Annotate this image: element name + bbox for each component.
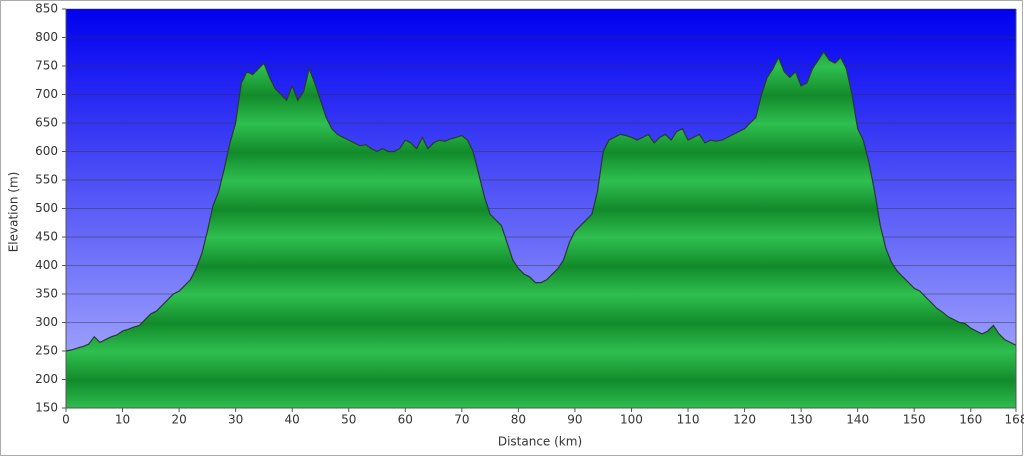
x-tick-label: 80 <box>511 413 526 427</box>
elevation-area <box>66 51 1016 409</box>
x-tick-label: 168 <box>1005 413 1024 427</box>
x-tick-label: 20 <box>171 413 186 427</box>
y-tick-label: 650 <box>35 116 58 130</box>
x-tick-label: 70 <box>454 413 469 427</box>
x-tick-label: 0 <box>62 413 70 427</box>
x-tick-label: 100 <box>620 413 643 427</box>
y-tick-label: 200 <box>35 372 58 386</box>
y-tick-label: 850 <box>35 2 58 16</box>
y-tick-label: 400 <box>35 258 58 272</box>
elevation-line <box>65 50 1017 352</box>
y-axis-label: Elevation (m) <box>7 172 21 253</box>
x-tick-label: 60 <box>398 413 413 427</box>
y-tick-label: 500 <box>35 201 58 215</box>
x-tick-label: 130 <box>790 413 813 427</box>
x-tick-label: 140 <box>846 413 869 427</box>
x-tick-label: 30 <box>228 413 243 427</box>
y-tick-label: 300 <box>35 315 58 329</box>
x-tick-label: 90 <box>567 413 582 427</box>
y-tick-label: 700 <box>35 87 58 101</box>
y-tick-label: 250 <box>35 344 58 358</box>
x-tick-label: 10 <box>115 413 130 427</box>
y-tick-label: 800 <box>35 30 58 44</box>
y-tick-label: 600 <box>35 144 58 158</box>
y-tick-label: 450 <box>35 230 58 244</box>
y-tick-label: 750 <box>35 59 58 73</box>
x-tick-label: 120 <box>733 413 756 427</box>
x-axis-label: Distance (km) <box>498 435 582 449</box>
x-tick-label: 160 <box>959 413 982 427</box>
x-tick-label: 150 <box>903 413 926 427</box>
x-tick-label: 50 <box>341 413 356 427</box>
y-tick-label: 350 <box>35 287 58 301</box>
y-tick-label: 150 <box>35 401 58 415</box>
x-tick-label: 110 <box>677 413 700 427</box>
y-tick-label: 550 <box>35 173 58 187</box>
x-tick-label: 40 <box>285 413 300 427</box>
